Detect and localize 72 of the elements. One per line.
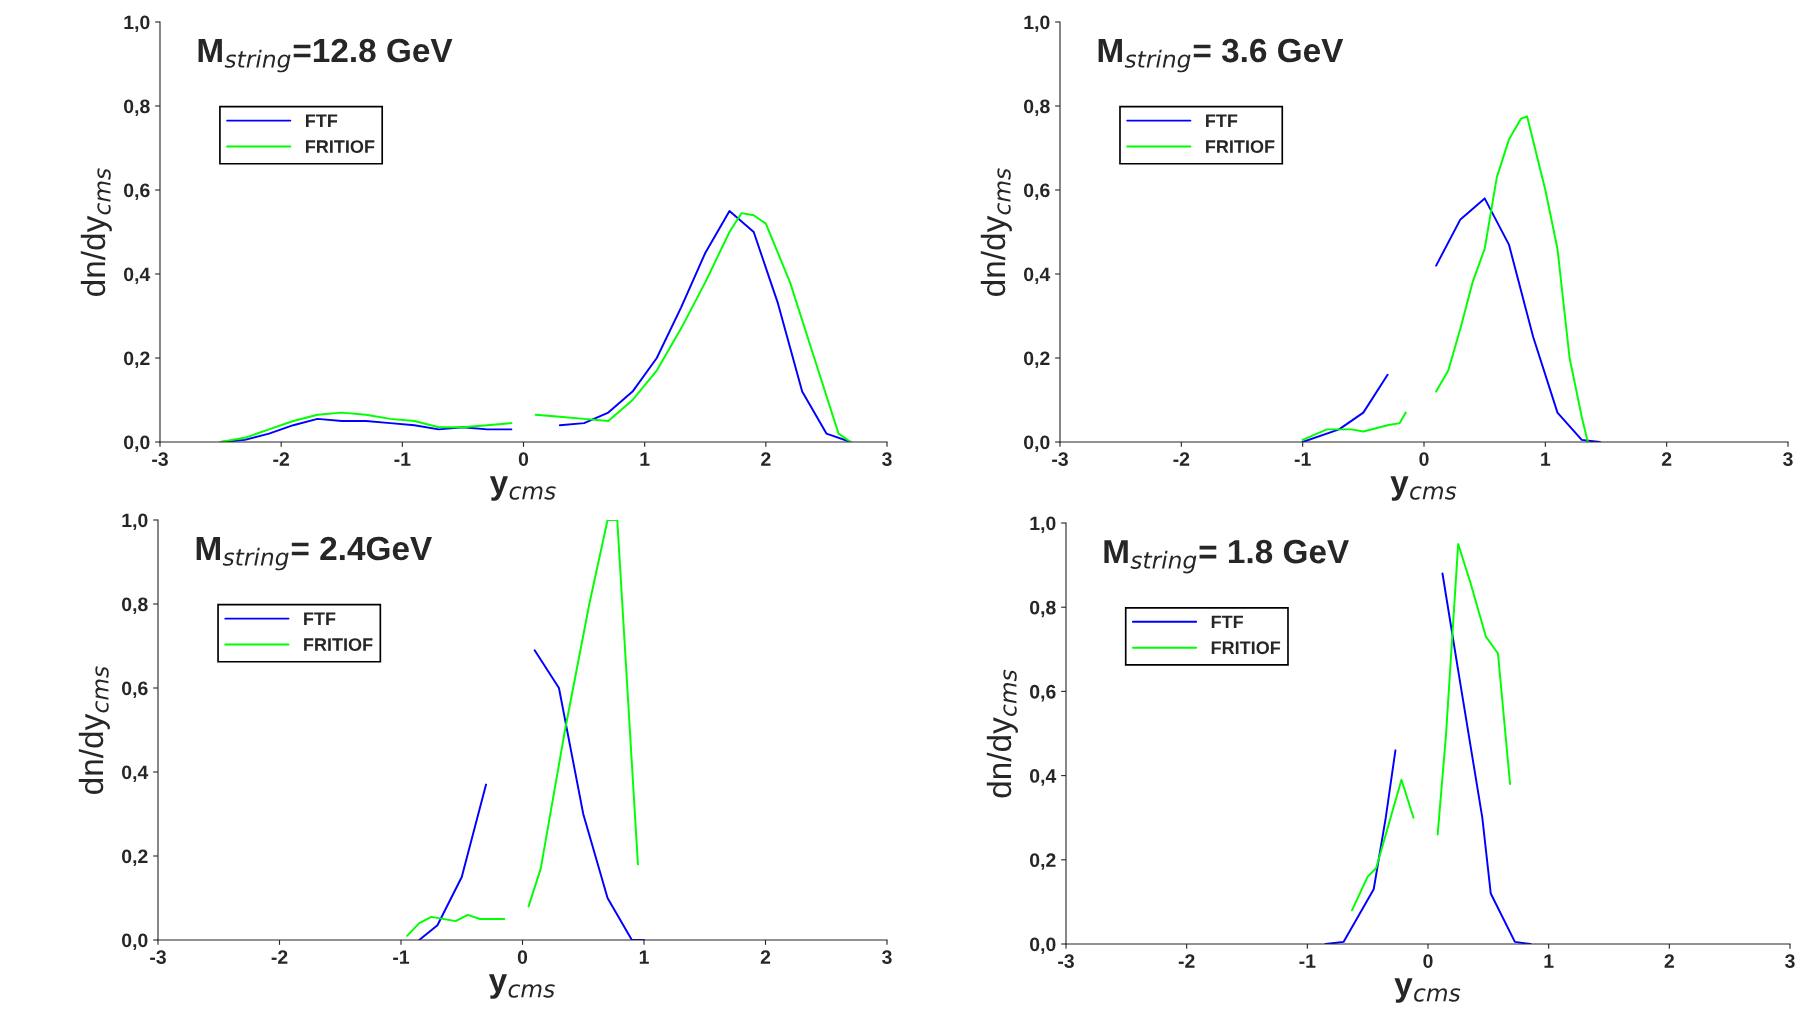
x-tick-label: 0	[1419, 452, 1429, 466]
x-tick-label: 0	[517, 950, 528, 964]
x-tick-label: 3	[1783, 452, 1793, 467]
legend-label: FTF	[1211, 615, 1243, 629]
text: M$_{string}$= 1.8 GeV	[1104, 539, 1349, 574]
y-tick-label: 0,6	[1024, 183, 1050, 201]
x-tick-label: -2	[1178, 954, 1195, 968]
y-tick-label: 1,0	[1030, 516, 1056, 534]
x-tick-label: -3	[150, 950, 166, 965]
y-tick-label: 0,0	[1024, 435, 1050, 453]
y-tick-label: 0,2	[122, 849, 148, 867]
x-axis-title: y$_{cms}$	[1394, 978, 1461, 1003]
y-tick-label: 0,8	[122, 597, 148, 615]
y-tick-label: 0,6	[124, 183, 150, 201]
x-tick-label: 3	[882, 950, 892, 965]
x-tick-label: 2	[761, 452, 771, 466]
text: M$_{string}$= 2.4GeV	[196, 536, 432, 571]
x-axis-title: y$_{cms}$	[489, 476, 556, 501]
legend-label: FRITIOF	[305, 140, 375, 153]
y-tick-label: 0,8	[1030, 600, 1056, 618]
y-axis-title: dn/dy$_{cms}$	[80, 168, 112, 296]
x-tick-label: -2	[1173, 452, 1190, 466]
legend-label: FRITIOF	[304, 638, 373, 651]
y-tick-label: 0,4	[1024, 267, 1051, 285]
x-axis-title: y$_{cms}$	[1390, 476, 1457, 501]
x-tick-label: -1	[1294, 452, 1311, 466]
x-tick-label: 2	[760, 950, 771, 964]
text: M$_{string}$=12.8 GeV	[198, 38, 453, 73]
x-tick-label: -2	[273, 452, 290, 466]
y-tick-label: 0,0	[124, 435, 150, 453]
x-tick-label: -1	[394, 452, 411, 466]
y-tick-label: 0,6	[1030, 684, 1056, 702]
y-tick-label: 1,0	[122, 513, 148, 531]
y-tick-label: 0,8	[124, 99, 150, 117]
x-tick-label: 1	[1544, 954, 1554, 968]
y-axis-title: dn/dy$_{cms}$	[980, 168, 1012, 296]
legend-label: FTF	[304, 612, 336, 625]
y-tick-label: 0,6	[122, 681, 148, 699]
x-tick-label: 1	[1541, 452, 1551, 466]
x-tick-label: -1	[1299, 954, 1316, 968]
y-tick-label: 0,4	[124, 267, 151, 285]
legend-label: FTF	[305, 114, 338, 127]
text: M$_{string}$= 3.6 GeV	[1098, 38, 1344, 73]
x-tick-label: -3	[1052, 452, 1068, 467]
x-tick-label: -1	[393, 950, 410, 964]
y-axis-title: dn/dy$_{cms}$	[78, 666, 110, 794]
y-tick-label: 0,0	[1030, 937, 1056, 955]
y-tick-label: 0,4	[122, 765, 149, 783]
x-tick-label: 0	[518, 452, 529, 466]
x-tick-label: -3	[1058, 954, 1074, 969]
y-tick-label: 0,2	[124, 351, 150, 369]
y-axis-title: dn/dy$_{cms}$	[986, 669, 1018, 798]
x-tick-label: 0	[1423, 954, 1433, 968]
x-tick-label: 3	[882, 452, 892, 467]
legend-label: FRITIOF	[1211, 641, 1281, 655]
x-tick-label: -2	[271, 950, 288, 964]
y-tick-label: 1,0	[124, 15, 150, 33]
x-axis-title: y$_{cms}$	[488, 974, 555, 999]
y-tick-label: 0,2	[1030, 853, 1056, 870]
y-tick-label: 0,0	[122, 933, 148, 951]
x-tick-label: 1	[639, 950, 649, 964]
x-tick-label: 3	[1785, 954, 1795, 969]
x-tick-label: -3	[152, 452, 168, 467]
x-tick-label: 1	[640, 452, 650, 466]
x-tick-label: 2	[1661, 452, 1672, 466]
legend-label: FTF	[1206, 114, 1238, 127]
y-tick-label: 0,4	[1030, 769, 1057, 786]
y-tick-label: 1,0	[1024, 15, 1050, 33]
legend-label: FRITIOF	[1206, 140, 1275, 153]
y-tick-label: 0,8	[1024, 99, 1050, 117]
y-tick-label: 0,2	[1024, 351, 1050, 369]
x-tick-label: 2	[1664, 954, 1674, 968]
